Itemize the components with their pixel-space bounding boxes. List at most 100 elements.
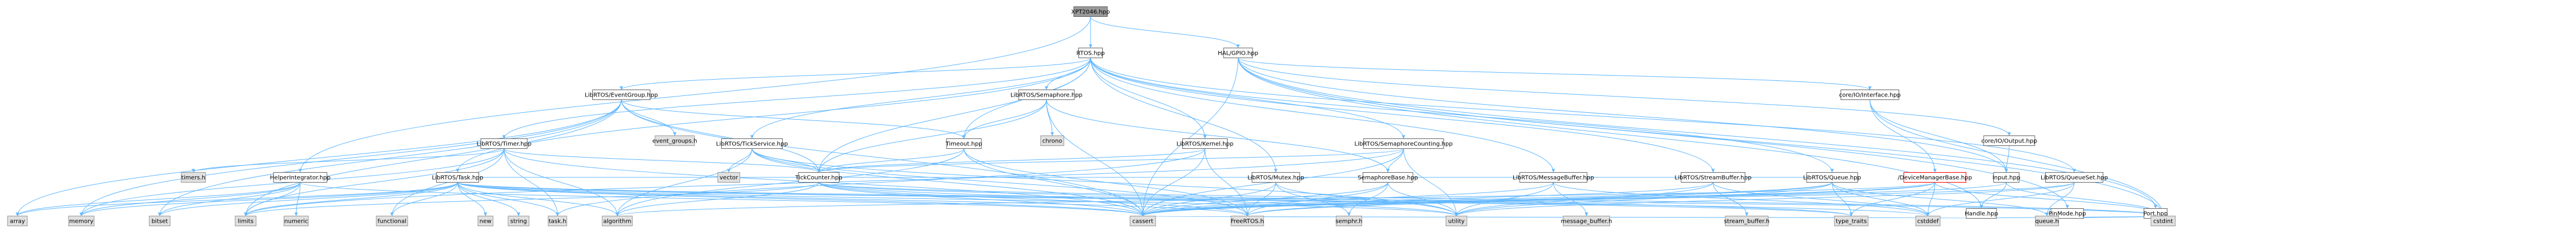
- node-message-buffer-h: message_buffer.h: [1561, 216, 1612, 226]
- node-label: FreeRTOS.h: [1231, 219, 1264, 225]
- arrowhead-rtos-to-semcounting: [1402, 135, 1405, 139]
- node-box: [548, 216, 567, 226]
- node-rtos-hpp[interactable]: RTOS.hpp: [1077, 48, 1105, 58]
- edge-streambuffer-to-strbuf-h: [1712, 182, 1747, 216]
- edge-streambuffer-to-cassert: [1142, 182, 1714, 216]
- node-box: [1129, 216, 1156, 226]
- node-label: stream_buffer.h: [1724, 219, 1769, 225]
- node-librtos-streambuffer-hpp[interactable]: LibRTOS/StreamBuffer.hpp: [1675, 172, 1751, 183]
- node-librtos-timer-hpp[interactable]: LibRTOS/Timer.hpp: [477, 138, 532, 149]
- node-label: Handle.hpp: [1965, 211, 1998, 217]
- node-semaphorebase-hpp[interactable]: SemaphoreBase.hpp: [1358, 172, 1418, 183]
- node-box: [7, 216, 28, 226]
- node-bitset: bitset: [149, 216, 171, 226]
- node-input-hpp[interactable]: Input.hpp: [1992, 172, 2020, 183]
- edge-rtos-to-timer: [503, 58, 1091, 139]
- node-librtos-semaphore-hpp[interactable]: LibRTOS/Semaphore.hpp: [1010, 90, 1082, 100]
- node-box: [1840, 90, 1899, 100]
- node-box: [1363, 138, 1444, 149]
- node-box: [602, 216, 633, 226]
- node-label: LibRTOS/Mutex.hpp: [1247, 175, 1304, 181]
- node-tickcounter-hpp[interactable]: TickCounter.hpp: [794, 172, 843, 183]
- node-box: [273, 172, 328, 183]
- node-devicemanagerbase-hpp[interactable]: /DeviceManagerBase.hpp: [1898, 172, 1972, 183]
- node-box: [1563, 216, 1610, 226]
- node-box: [1251, 172, 1300, 183]
- edge-rtos-to-queue: [1090, 58, 1833, 173]
- node-librtos-tickservice-hpp[interactable]: LibRTOS/TickService.hpp: [716, 138, 788, 149]
- node-box: [235, 216, 257, 226]
- node-box: [1073, 6, 1108, 17]
- node-cstddef: cstddef: [1915, 216, 1941, 226]
- node-librtos-messagebuffer-hpp[interactable]: LibRTOS/MessageBuffer.hpp: [1513, 172, 1594, 183]
- edge-streambuffer-to-cstddef: [1712, 182, 1929, 216]
- node-box: [717, 172, 740, 183]
- edge-timer-to-timers-h: [193, 148, 505, 173]
- node-label: /DeviceManagerBase.hpp: [1898, 175, 1972, 181]
- node-xpt2046-hpp[interactable]: XPT2046.hpp: [1071, 6, 1110, 17]
- node-label: LibRTOS/MessageBuffer.hpp: [1513, 175, 1594, 181]
- node-librtos-eventgroup-hpp[interactable]: LibRTOS/EventGroup.hpp: [585, 90, 658, 100]
- node-librtos-queue-hpp[interactable]: LibRTOS/Queue.hpp: [1803, 172, 1861, 183]
- edge-rtos-to-tickcounter: [818, 58, 1091, 173]
- node-label: message_buffer.h: [1561, 219, 1612, 225]
- arrowhead-rtos-to-tickservice: [750, 135, 754, 139]
- edge-semaphorebase-to-freertos-h: [1247, 182, 1388, 216]
- node-core-io-interface-hpp[interactable]: core/IO/Interface.hpp: [1839, 90, 1901, 100]
- edge-rtos-to-mutex: [1090, 58, 1276, 173]
- node-box: [1834, 216, 1869, 226]
- node-label: utility: [1448, 219, 1465, 225]
- node-librtos-semaphorecounting-hpp[interactable]: LibRTOS/SemaphoreCounting.hpp: [1354, 138, 1453, 149]
- node-hal-gpio-hpp[interactable]: HAL/GPIO.hpp: [1218, 48, 1258, 58]
- edge-helperintegrator-to-numeric: [296, 182, 301, 216]
- node-label: TickCounter.hpp: [794, 175, 842, 181]
- edge-timeout-to-freertos-h: [963, 148, 1248, 216]
- node-box: [436, 172, 479, 183]
- arrowhead-rtos-to-timer: [502, 135, 506, 139]
- edge-task-to-task-h: [457, 182, 558, 216]
- arrowhead-ifacebase-to-devmgr: [1933, 169, 1937, 173]
- node-limits: limits: [235, 216, 257, 226]
- edge-queue-to-cstddef: [1832, 182, 1929, 216]
- node-helperintegrator-hpp[interactable]: HelperIntegrator.hpp: [270, 172, 330, 183]
- node-label: core/IO/Interface.hpp: [1839, 92, 1901, 99]
- node-librtos-task-hpp[interactable]: LibRTOS/Task.hpp: [432, 172, 483, 183]
- arrowhead-halgpio-to-pinmode: [2066, 205, 2069, 209]
- arrowhead-halgpio-to-output: [2007, 132, 2011, 136]
- arrowhead-semcounting-to-semaphorebase: [1386, 169, 1390, 173]
- edge-tickcounter-to-type-traits: [818, 182, 1852, 216]
- arrowhead-rtos-to-messagebuffer: [1552, 169, 1555, 173]
- edge-devmgr-to-cstddef: [1927, 182, 1935, 216]
- edge-task-to-functional: [391, 182, 458, 216]
- node-timeout-hpp[interactable]: Timeout.hpp: [945, 138, 983, 149]
- node-label: LibRTOS/Queue.hpp: [1803, 175, 1861, 181]
- node-box: [1519, 172, 1588, 183]
- edge-rtos-to-messagebuffer: [1090, 58, 1554, 173]
- edge-tickcounter-to-freertos-h: [818, 182, 1248, 216]
- node-label: HelperIntegrator.hpp: [270, 175, 330, 181]
- edge-eventgroup-to-limits: [245, 99, 622, 216]
- node-label: Port.hpp: [2143, 211, 2168, 217]
- edge-queue-to-queue-h: [1832, 182, 2048, 216]
- node-librtos-queueset-hpp[interactable]: LibRTOS/QueueSet.hpp: [2041, 172, 2108, 183]
- arrowhead-streambuffer-to-strbuf-h: [1745, 212, 1748, 216]
- arrowhead-devmgr-to-type-traits: [1850, 212, 1853, 216]
- node-type-traits: type_traits: [1834, 216, 1869, 226]
- edge-rtos-to-eventgroup: [621, 58, 1091, 90]
- node-cstdint: cstdint: [2150, 216, 2176, 226]
- node-librtos-mutex-hpp[interactable]: LibRTOS/Mutex.hpp: [1247, 172, 1304, 183]
- node-label: cstddef: [1917, 219, 1939, 225]
- edge-kernel-to-tickcounter: [818, 148, 1206, 173]
- node-core-io-output-hpp[interactable]: core/IO/Output.hpp: [1981, 135, 2037, 146]
- node-handle-hpp[interactable]: Handle.hpp: [1965, 208, 1998, 219]
- node-librtos-kernel-hpp[interactable]: LibRTOS/Kernel.hpp: [1177, 138, 1233, 149]
- edge-halgpio-to-output: [1237, 58, 2010, 136]
- node-stream-buffer-h: stream_buffer.h: [1724, 216, 1769, 226]
- node-label: LibRTOS/Kernel.hpp: [1177, 141, 1233, 148]
- arrowhead-devmgr-to-freertos-h: [1246, 212, 1249, 216]
- node-memory: memory: [68, 216, 95, 226]
- edge-semaphore-to-tickcounter: [818, 99, 1047, 173]
- node-pinmode-hpp[interactable]: PinMode.hpp: [2049, 208, 2086, 219]
- edge-mutex-to-semphr-h: [1275, 182, 1350, 216]
- edge-task-to-bitset: [159, 182, 458, 216]
